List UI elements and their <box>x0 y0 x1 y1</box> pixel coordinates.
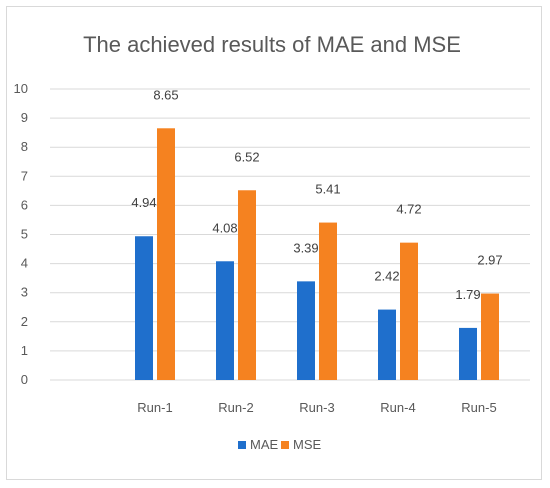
x-tick-label: Run-1 <box>137 400 172 415</box>
bar-mae <box>216 261 234 380</box>
data-label: 1.79 <box>455 287 480 302</box>
y-tick-label: 1 <box>21 343 28 358</box>
x-tick-label: Run-4 <box>380 400 415 415</box>
x-tick-label: Run-2 <box>218 400 253 415</box>
data-label: 2.97 <box>477 253 502 268</box>
gridlines <box>50 88 530 381</box>
data-label: 5.41 <box>315 182 340 197</box>
data-label: 3.39 <box>293 240 318 255</box>
chart-frame <box>6 6 542 480</box>
y-tick-label: 0 <box>21 372 28 387</box>
data-label: 2.42 <box>374 269 399 284</box>
y-tick-label: 5 <box>21 227 28 242</box>
data-labels: 4.94 8.65 4.08 6.52 3.39 5.41 2.42 4.72 1.79 2.97 <box>131 87 502 302</box>
bar-mse <box>481 293 499 380</box>
data-label: 8.65 <box>153 87 178 102</box>
chart-title: The achieved results of MAE and MSE <box>83 32 461 57</box>
bar-mse <box>238 190 256 380</box>
data-label: 4.72 <box>396 202 421 217</box>
data-label: 4.08 <box>212 220 237 235</box>
y-tick-label: 8 <box>21 139 28 154</box>
bar-mse <box>319 222 337 380</box>
bar-mae <box>378 309 396 380</box>
bar-mae <box>135 236 153 380</box>
y-tick-label: 9 <box>21 110 28 125</box>
bar-mse <box>400 242 418 380</box>
y-tick-label: 10 <box>14 81 28 96</box>
bar-mae <box>297 281 315 380</box>
legend: MAE MSE <box>238 437 322 452</box>
bar-mse <box>157 128 175 380</box>
y-tick-label: 6 <box>21 197 28 212</box>
y-tick-label: 4 <box>21 256 28 271</box>
x-tick-label: Run-5 <box>461 400 496 415</box>
bars <box>135 128 499 380</box>
legend-label: MSE <box>293 437 322 452</box>
x-tick-label: Run-3 <box>299 400 334 415</box>
legend-swatch <box>238 441 246 449</box>
y-tick-label: 2 <box>21 314 28 329</box>
y-tick-label: 7 <box>21 168 28 183</box>
legend-label: MAE <box>250 437 279 452</box>
data-label: 6.52 <box>234 149 259 164</box>
y-tick-label: 3 <box>21 285 28 300</box>
x-axis-ticks: Run-1 Run-2 Run-3 Run-4 Run-5 <box>137 400 496 415</box>
bar-mae <box>459 327 477 380</box>
legend-swatch <box>281 441 289 449</box>
data-label: 4.94 <box>131 195 156 210</box>
y-axis-ticks: 0 1 2 3 4 5 6 7 8 9 10 <box>14 81 28 387</box>
